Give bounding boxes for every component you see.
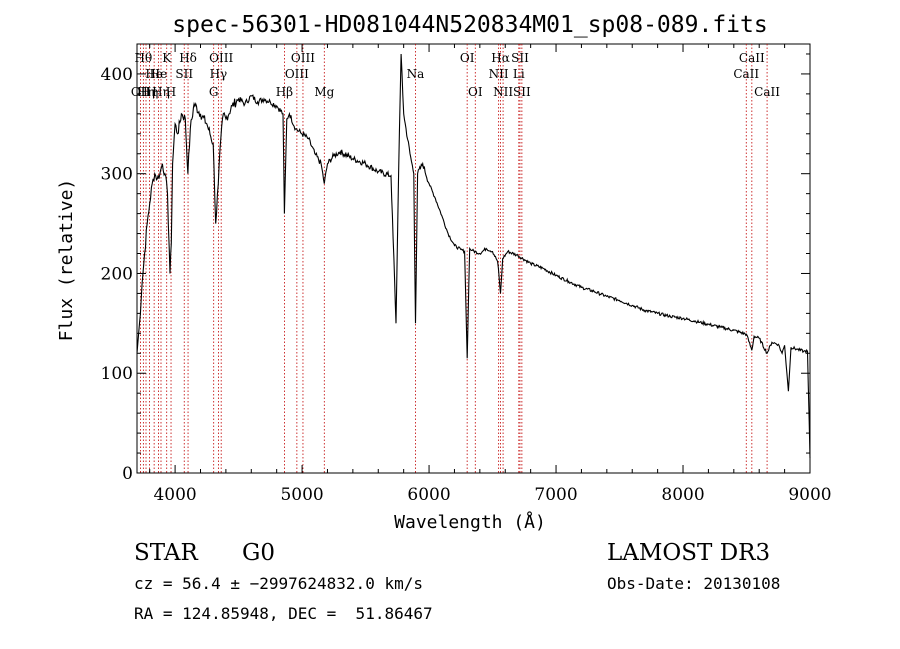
- line-label-20: OI: [468, 85, 483, 99]
- line-label-4: He: [145, 67, 163, 81]
- line-label-0: OII: [131, 85, 151, 99]
- line-label-7: K: [162, 51, 172, 65]
- line-label-8: H: [166, 85, 176, 99]
- line-label-11: G: [209, 85, 219, 99]
- x-tick-label-0: 4000: [153, 485, 196, 505]
- line-label-13: OIII: [209, 51, 233, 65]
- x-axis-label: Wavelength (Å): [394, 511, 546, 533]
- y-axis-label: Flux (relative): [56, 179, 77, 342]
- y-tick-label-0: 0: [122, 464, 133, 484]
- line-label-25: SII: [511, 51, 529, 65]
- line-label-23: NII: [493, 85, 513, 99]
- line-label-19: OI: [460, 51, 475, 65]
- line-label-27: CaII: [733, 67, 759, 81]
- line-label-17: Mg: [314, 85, 334, 99]
- x-tick-label-2: 6000: [407, 485, 450, 505]
- spectrum-series: [136, 53, 811, 459]
- y-tick-label-3: 300: [101, 165, 133, 185]
- plot-frame: [136, 43, 811, 474]
- x-tick-label-5: 9000: [788, 485, 831, 505]
- line-label-1: Hθ: [134, 51, 152, 65]
- line-label-24: Li: [513, 67, 525, 81]
- y-tick-label-1: 100: [101, 364, 133, 384]
- spectral-line-markers: [140, 44, 768, 473]
- line-label-14: Hβ: [276, 85, 293, 99]
- line-label-21: NII: [489, 67, 509, 81]
- x-tick-label-4: 8000: [661, 485, 704, 505]
- line-label-29: CaII: [754, 85, 780, 99]
- x-axis-ticks: 4000 5000 6000 7000 8000 9000: [149, 44, 832, 505]
- obs-date: Obs-Date: 20130108: [607, 574, 780, 593]
- line-label-15: OIII: [285, 67, 309, 81]
- line-label-12: Hγ: [210, 67, 228, 81]
- survey-name: LAMOST DR3: [607, 540, 770, 566]
- subclass: G0: [242, 540, 275, 566]
- coordinates: RA = 124.85948, DEC = 51.86467: [134, 604, 433, 623]
- line-label-28: CaII: [739, 51, 765, 65]
- line-label-2: Hη: [137, 85, 155, 99]
- line-label-9: SII: [175, 67, 193, 81]
- line-label-5: He: [150, 67, 168, 81]
- y-tick-label-4: 400: [101, 65, 133, 85]
- line-label-16: OIII: [291, 51, 315, 65]
- x-tick-label-3: 7000: [534, 485, 577, 505]
- x-tick-label-1: 5000: [280, 485, 323, 505]
- redshift-line: cz = 56.4 ± −2997624832.0 km/s: [134, 574, 423, 593]
- y-tick-label-2: 200: [101, 264, 133, 284]
- object-type: STAR: [134, 540, 198, 566]
- line-label-10: Hδ: [179, 51, 197, 65]
- chart-title: spec-56301-HD081044N520834M01_sp08-089.f…: [172, 12, 767, 38]
- line-label-22: Hα: [491, 51, 510, 65]
- line-label-26: SII: [513, 85, 531, 99]
- line-label-6: Hη: [152, 85, 170, 99]
- line-label-18: Na: [407, 67, 425, 81]
- y-axis-ticks: 0 100 200 300 400: [101, 53, 810, 484]
- line-label-3: Hη: [141, 85, 159, 99]
